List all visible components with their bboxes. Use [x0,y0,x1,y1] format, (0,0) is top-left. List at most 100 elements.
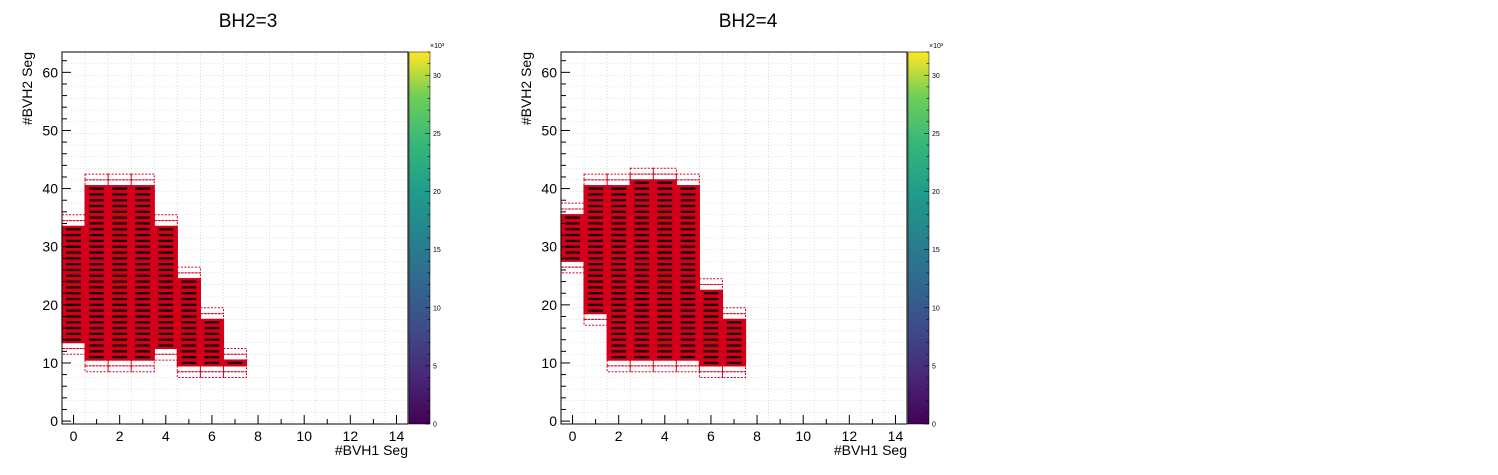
cell-marker [726,326,742,330]
cell-marker [565,245,580,248]
cell-marker [135,350,151,353]
cell-marker [66,292,81,295]
cell-marker [135,315,151,318]
cell-marker [703,355,719,359]
y-axis: 0 10 20 30 40 50 60 #BVH2 Seg [518,52,570,429]
cell-marker [703,292,719,295]
cell-marker [611,193,627,196]
cell-marker [703,338,719,341]
cell-marker [657,292,673,295]
cell-marker [611,210,627,214]
cell-marker [181,338,197,341]
cell-marker [89,355,104,359]
y-tick-label: 10 [541,355,557,371]
cell-marker [135,297,151,301]
x-tick-label: 12 [842,428,858,444]
x-tick-label: 14 [389,428,405,444]
cell-marker [112,199,128,202]
cell-marker [135,245,151,248]
cell-marker [89,344,104,347]
x-tick-label: 14 [888,428,904,444]
cell-marker [588,245,603,248]
cell-marker [158,274,174,277]
cell-marker [588,286,603,289]
cell-marker [66,297,81,301]
x-tick-label: 8 [753,428,761,444]
cell-marker [112,297,128,301]
cell-marker [112,222,128,225]
x-tick-label: 2 [615,428,623,444]
cell-marker [565,216,580,219]
cell-marker [89,303,104,307]
cell-marker [703,361,719,365]
heatmap-cell [199,307,224,315]
cell-marker [611,245,627,248]
cell-marker [657,257,673,260]
cell-marker [657,193,673,196]
cell-marker [680,292,696,295]
colorbar-tick-label: 15 [932,247,940,254]
cell-marker [158,239,174,243]
cell-marker [112,262,128,266]
cell-marker [158,257,174,260]
colorbar-tick-label: 10 [932,305,940,312]
cell-marker [680,251,696,254]
cell-marker [657,297,673,301]
cell-marker [611,303,627,307]
chart-title: BH2=4 [719,11,778,32]
cell-marker [66,251,81,254]
cell-marker [181,292,197,295]
y-tick-label: 60 [541,64,557,80]
cell-marker [726,338,742,341]
cell-marker [158,286,174,289]
cell-marker [89,350,104,353]
cell-marker [565,222,580,225]
cell-marker [112,321,128,324]
cell-marker [135,228,151,231]
cell-marker [634,280,650,283]
cell-marker [588,199,603,202]
cell-marker [588,280,603,283]
chart-title: BH2=3 [219,11,278,32]
cell-marker [588,216,603,219]
cell-marker [588,292,603,295]
cell-marker [588,274,603,277]
cell-marker [680,326,696,330]
cell-marker [204,338,220,341]
cell-marker [611,338,627,341]
cell-marker [634,344,650,347]
heatmap-cell [222,347,248,355]
cell-marker [680,268,696,272]
cell-marker [657,245,673,248]
cell-marker [112,228,128,231]
x-tick-label: 6 [208,428,216,444]
y-axis-label: #BVH2 Seg [518,52,534,125]
x-tick-label: 10 [795,428,811,444]
cell-marker [158,262,174,266]
cell-marker [634,193,650,196]
cell-marker [66,309,81,312]
cell-marker [135,309,151,312]
cell-marker [634,355,650,359]
cell-marker [611,222,627,225]
cell-marker [227,361,243,365]
cell-marker [634,216,650,219]
cell-marker [680,280,696,283]
colorbar-tick-label: 20 [433,189,441,196]
x-tick-label: 2 [116,428,124,444]
cell-marker [66,257,81,260]
cell-marker [657,199,673,202]
cell-marker [657,355,673,359]
cell-marker [135,268,151,272]
colorbar: 0 5 10 15 20 25 30 ×10³ [408,43,445,429]
cell-marker [657,210,673,214]
heatmap-cell [176,266,201,274]
colorbar-tick-label: 5 [433,363,437,370]
cell-marker [634,251,650,254]
heatmap-panel-1: BH2=30 2 4 6 8 10 12 14#BVH1 Seg0102030405060#B… [19,11,445,458]
cell-marker [204,332,220,336]
cell-marker [657,222,673,225]
cell-marker [89,257,104,260]
cell-marker [657,268,673,272]
cell-marker [657,233,673,237]
